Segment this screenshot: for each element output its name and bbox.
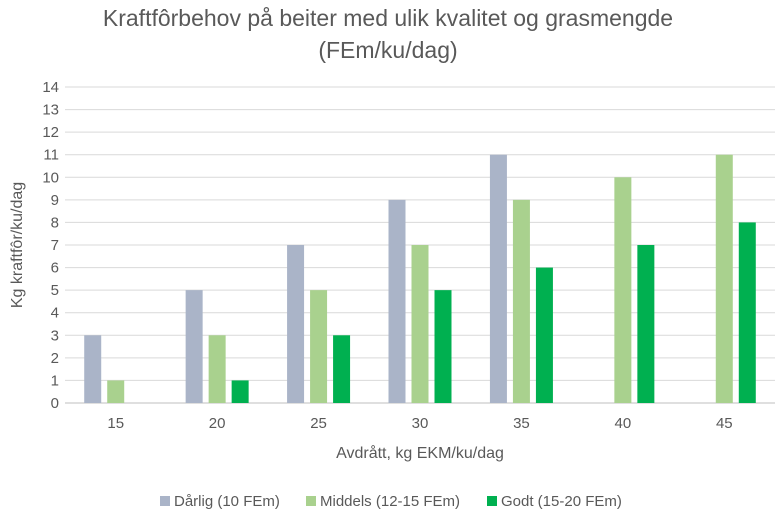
x-tick-35: 35	[513, 415, 530, 432]
legend-swatch-2	[306, 496, 316, 506]
bar-2-20	[208, 335, 226, 403]
legend-label-3: Godt (15-20 FEm)	[501, 493, 622, 510]
y-tick-9: 9	[51, 192, 59, 209]
y-tick-5: 5	[51, 282, 59, 299]
x-tick-labels: 15 20 25 30 35 40 45	[107, 415, 732, 432]
bar-2-15	[107, 380, 125, 403]
y-tick-2: 2	[51, 350, 59, 367]
y-tick-14: 14	[42, 79, 59, 96]
bar-1-30	[388, 199, 406, 403]
bar-1-35	[489, 154, 507, 403]
bar-1-25	[287, 245, 305, 403]
bar-2-35	[512, 199, 530, 403]
y-tick-0: 0	[51, 395, 59, 412]
y-tick-6: 6	[51, 260, 59, 277]
y-tick-10: 10	[42, 169, 59, 186]
bar-2-40	[614, 177, 632, 403]
bar-3-30	[434, 290, 452, 403]
x-tick-40: 40	[615, 415, 632, 432]
y-tick-1: 1	[51, 372, 59, 389]
legend-swatch-3	[487, 496, 497, 506]
bar-2-25	[310, 290, 328, 403]
y-tick-13: 13	[42, 102, 59, 119]
chart-title: Kraftfôrbehov på beiter med ulik kvalite…	[103, 5, 673, 31]
x-axis-label: Avdrått, kg EKM/ku/dag	[336, 444, 504, 462]
bar-1-20	[185, 290, 203, 403]
bar-3-20	[231, 380, 249, 403]
bar-1-15	[84, 335, 102, 403]
bar-3-40	[637, 245, 655, 403]
x-tick-45: 45	[716, 415, 733, 432]
bars	[84, 154, 756, 403]
y-tick-8: 8	[51, 214, 59, 231]
y-tick-12: 12	[42, 124, 59, 141]
x-tick-30: 30	[412, 415, 429, 432]
y-tick-11: 11	[43, 147, 59, 164]
y-tick-7: 7	[51, 237, 59, 254]
bar-3-45	[738, 222, 756, 403]
y-axis-label: Kg kraftfôr/ku/dag	[9, 182, 26, 308]
x-tick-20: 20	[209, 415, 226, 432]
legend: Dårlig (10 FEm) Middels (12-15 FEm) Godt (…	[160, 493, 622, 510]
bar-3-25	[333, 335, 351, 403]
chart-subtitle: (FEm/ku/dag)	[318, 37, 457, 63]
bar-2-30	[411, 245, 429, 403]
bar-2-45	[715, 154, 733, 403]
bar-3-35	[535, 267, 553, 403]
x-tick-25: 25	[310, 415, 327, 432]
legend-swatch-1	[160, 496, 170, 506]
y-tick-4: 4	[51, 305, 59, 322]
x-tick-15: 15	[107, 415, 124, 432]
y-tick-3: 3	[51, 327, 59, 344]
legend-label-1: Dårlig (10 FEm)	[174, 493, 280, 510]
legend-label-2: Middels (12-15 FEm)	[320, 493, 460, 510]
